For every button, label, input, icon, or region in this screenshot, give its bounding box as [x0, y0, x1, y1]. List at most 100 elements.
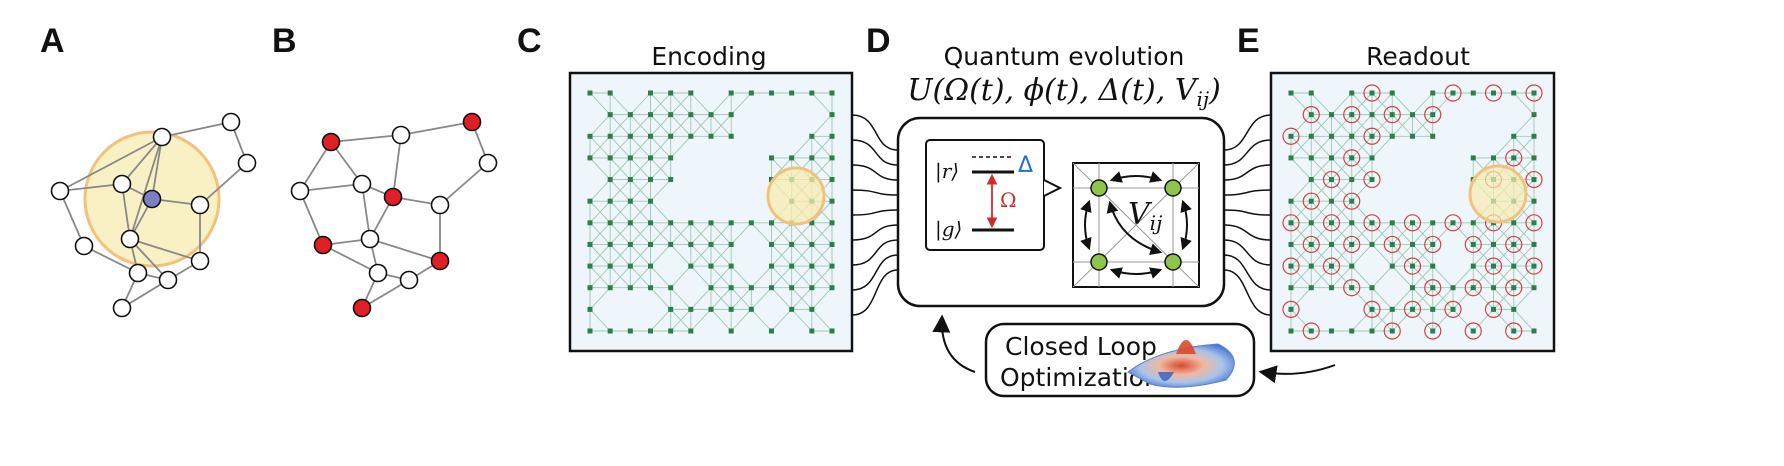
lattice-site	[1369, 241, 1375, 247]
excited-atom-marker	[1525, 170, 1543, 189]
lattice-site	[648, 263, 653, 269]
lattice-bond	[1351, 92, 1373, 115]
lattice-site	[728, 328, 734, 334]
lattice-bond	[1310, 157, 1332, 180]
excited-atom-marker	[1383, 235, 1401, 254]
excited-atom-marker	[1424, 279, 1442, 297]
excited-atom-marker	[1282, 257, 1300, 275]
lattice-site	[1430, 241, 1436, 247]
lattice-bond	[589, 287, 611, 310]
lattice-bond	[1310, 92, 1332, 115]
lattice-bond	[811, 200, 833, 224]
lattice-site	[1430, 90, 1436, 96]
lattice-bond	[1412, 92, 1434, 115]
graph-vertex	[430, 195, 450, 215]
rydberg-state-label: |r⟩	[935, 159, 959, 184]
lattice-bond	[630, 179, 651, 202]
lattice-bond	[1371, 114, 1393, 137]
lattice-bond	[811, 309, 833, 332]
lattice-bond	[1331, 222, 1353, 245]
lattice-bond	[1310, 179, 1332, 202]
lattice-site	[627, 263, 633, 269]
lattice-site	[627, 112, 633, 118]
connector-wire	[1223, 224, 1272, 241]
excited-atom-marker	[1343, 279, 1361, 297]
lattice-site	[809, 306, 815, 312]
lattice-bond	[609, 200, 631, 224]
lattice-site	[1491, 90, 1496, 96]
lattice-site	[728, 306, 734, 312]
lattice-site	[1349, 285, 1355, 291]
lattice-bond	[1310, 200, 1332, 224]
lattice-site	[769, 285, 774, 291]
lattice-bond	[710, 265, 732, 289]
lattice-site	[607, 90, 613, 96]
graph-vertex	[74, 236, 94, 256]
lattice-bond	[1371, 244, 1393, 267]
lattice-site	[1470, 241, 1476, 247]
lattice-site	[668, 241, 674, 247]
lattice-site	[648, 220, 653, 226]
lattice-site	[1389, 241, 1395, 247]
graph-edge	[161, 121, 232, 138]
lattice-site	[769, 220, 774, 226]
lattice-bond	[710, 114, 732, 137]
lattice-bond	[710, 222, 732, 245]
lattice-bond	[751, 287, 772, 310]
lattice-bond	[609, 244, 631, 267]
atom	[1164, 179, 1182, 197]
lattice-bond	[650, 114, 671, 137]
lattice-bond	[1432, 92, 1454, 115]
lattice-bond	[1472, 287, 1494, 310]
lattice-bond	[1351, 135, 1373, 159]
lattice-site	[1329, 328, 1334, 334]
lattice-site	[809, 155, 815, 161]
lattice-site	[1349, 241, 1355, 247]
lattice-bond	[811, 244, 833, 267]
lattice-site	[648, 285, 653, 291]
lattice-site	[1430, 328, 1436, 334]
lattice-bond	[1371, 287, 1393, 310]
lattice-bond	[791, 287, 813, 310]
lattice-site	[607, 112, 613, 118]
lattice-site	[829, 285, 835, 291]
lattice-site	[1369, 220, 1375, 226]
atom	[1090, 253, 1108, 271]
lattice-site	[1308, 177, 1314, 183]
graph-vertex	[50, 181, 70, 201]
lattice-site	[829, 177, 835, 183]
lattice-bond	[1391, 222, 1413, 245]
lattice-bond	[589, 114, 611, 137]
connector-wire	[851, 189, 899, 196]
lattice-bond	[630, 92, 651, 115]
lattice-bond	[1513, 200, 1535, 224]
lattice-bond	[1391, 92, 1413, 115]
lattice-site	[1329, 220, 1334, 226]
lattice-bond	[589, 200, 611, 224]
lattice-site	[1491, 306, 1496, 312]
lattice-bond	[1290, 287, 1312, 310]
lattice-bond	[1452, 309, 1474, 332]
lattice-bond	[730, 309, 752, 332]
lattice-bond	[690, 265, 712, 289]
lattice-site	[607, 155, 613, 161]
lattice-bond	[650, 135, 671, 159]
lattice-bond	[609, 222, 631, 245]
lattice-bond	[1513, 244, 1535, 267]
graph-edge	[151, 136, 163, 200]
lattice-site	[607, 177, 613, 183]
lattice-site	[607, 220, 613, 226]
lattice-site	[1369, 306, 1375, 312]
lattice-site	[1329, 133, 1334, 139]
lattice-bond	[1391, 114, 1413, 137]
lattice-bond	[1391, 309, 1413, 332]
lattice-site	[1511, 285, 1517, 291]
lattice-bond	[1351, 309, 1373, 332]
feedback-arrow-to-evolution	[932, 314, 976, 373]
lattice-site	[1389, 306, 1395, 312]
graph-edge	[369, 238, 441, 262]
lattice-site	[1329, 155, 1334, 161]
lattice-site	[1511, 241, 1517, 247]
connector-wire	[1223, 139, 1272, 166]
lattice-bond	[1310, 114, 1332, 137]
